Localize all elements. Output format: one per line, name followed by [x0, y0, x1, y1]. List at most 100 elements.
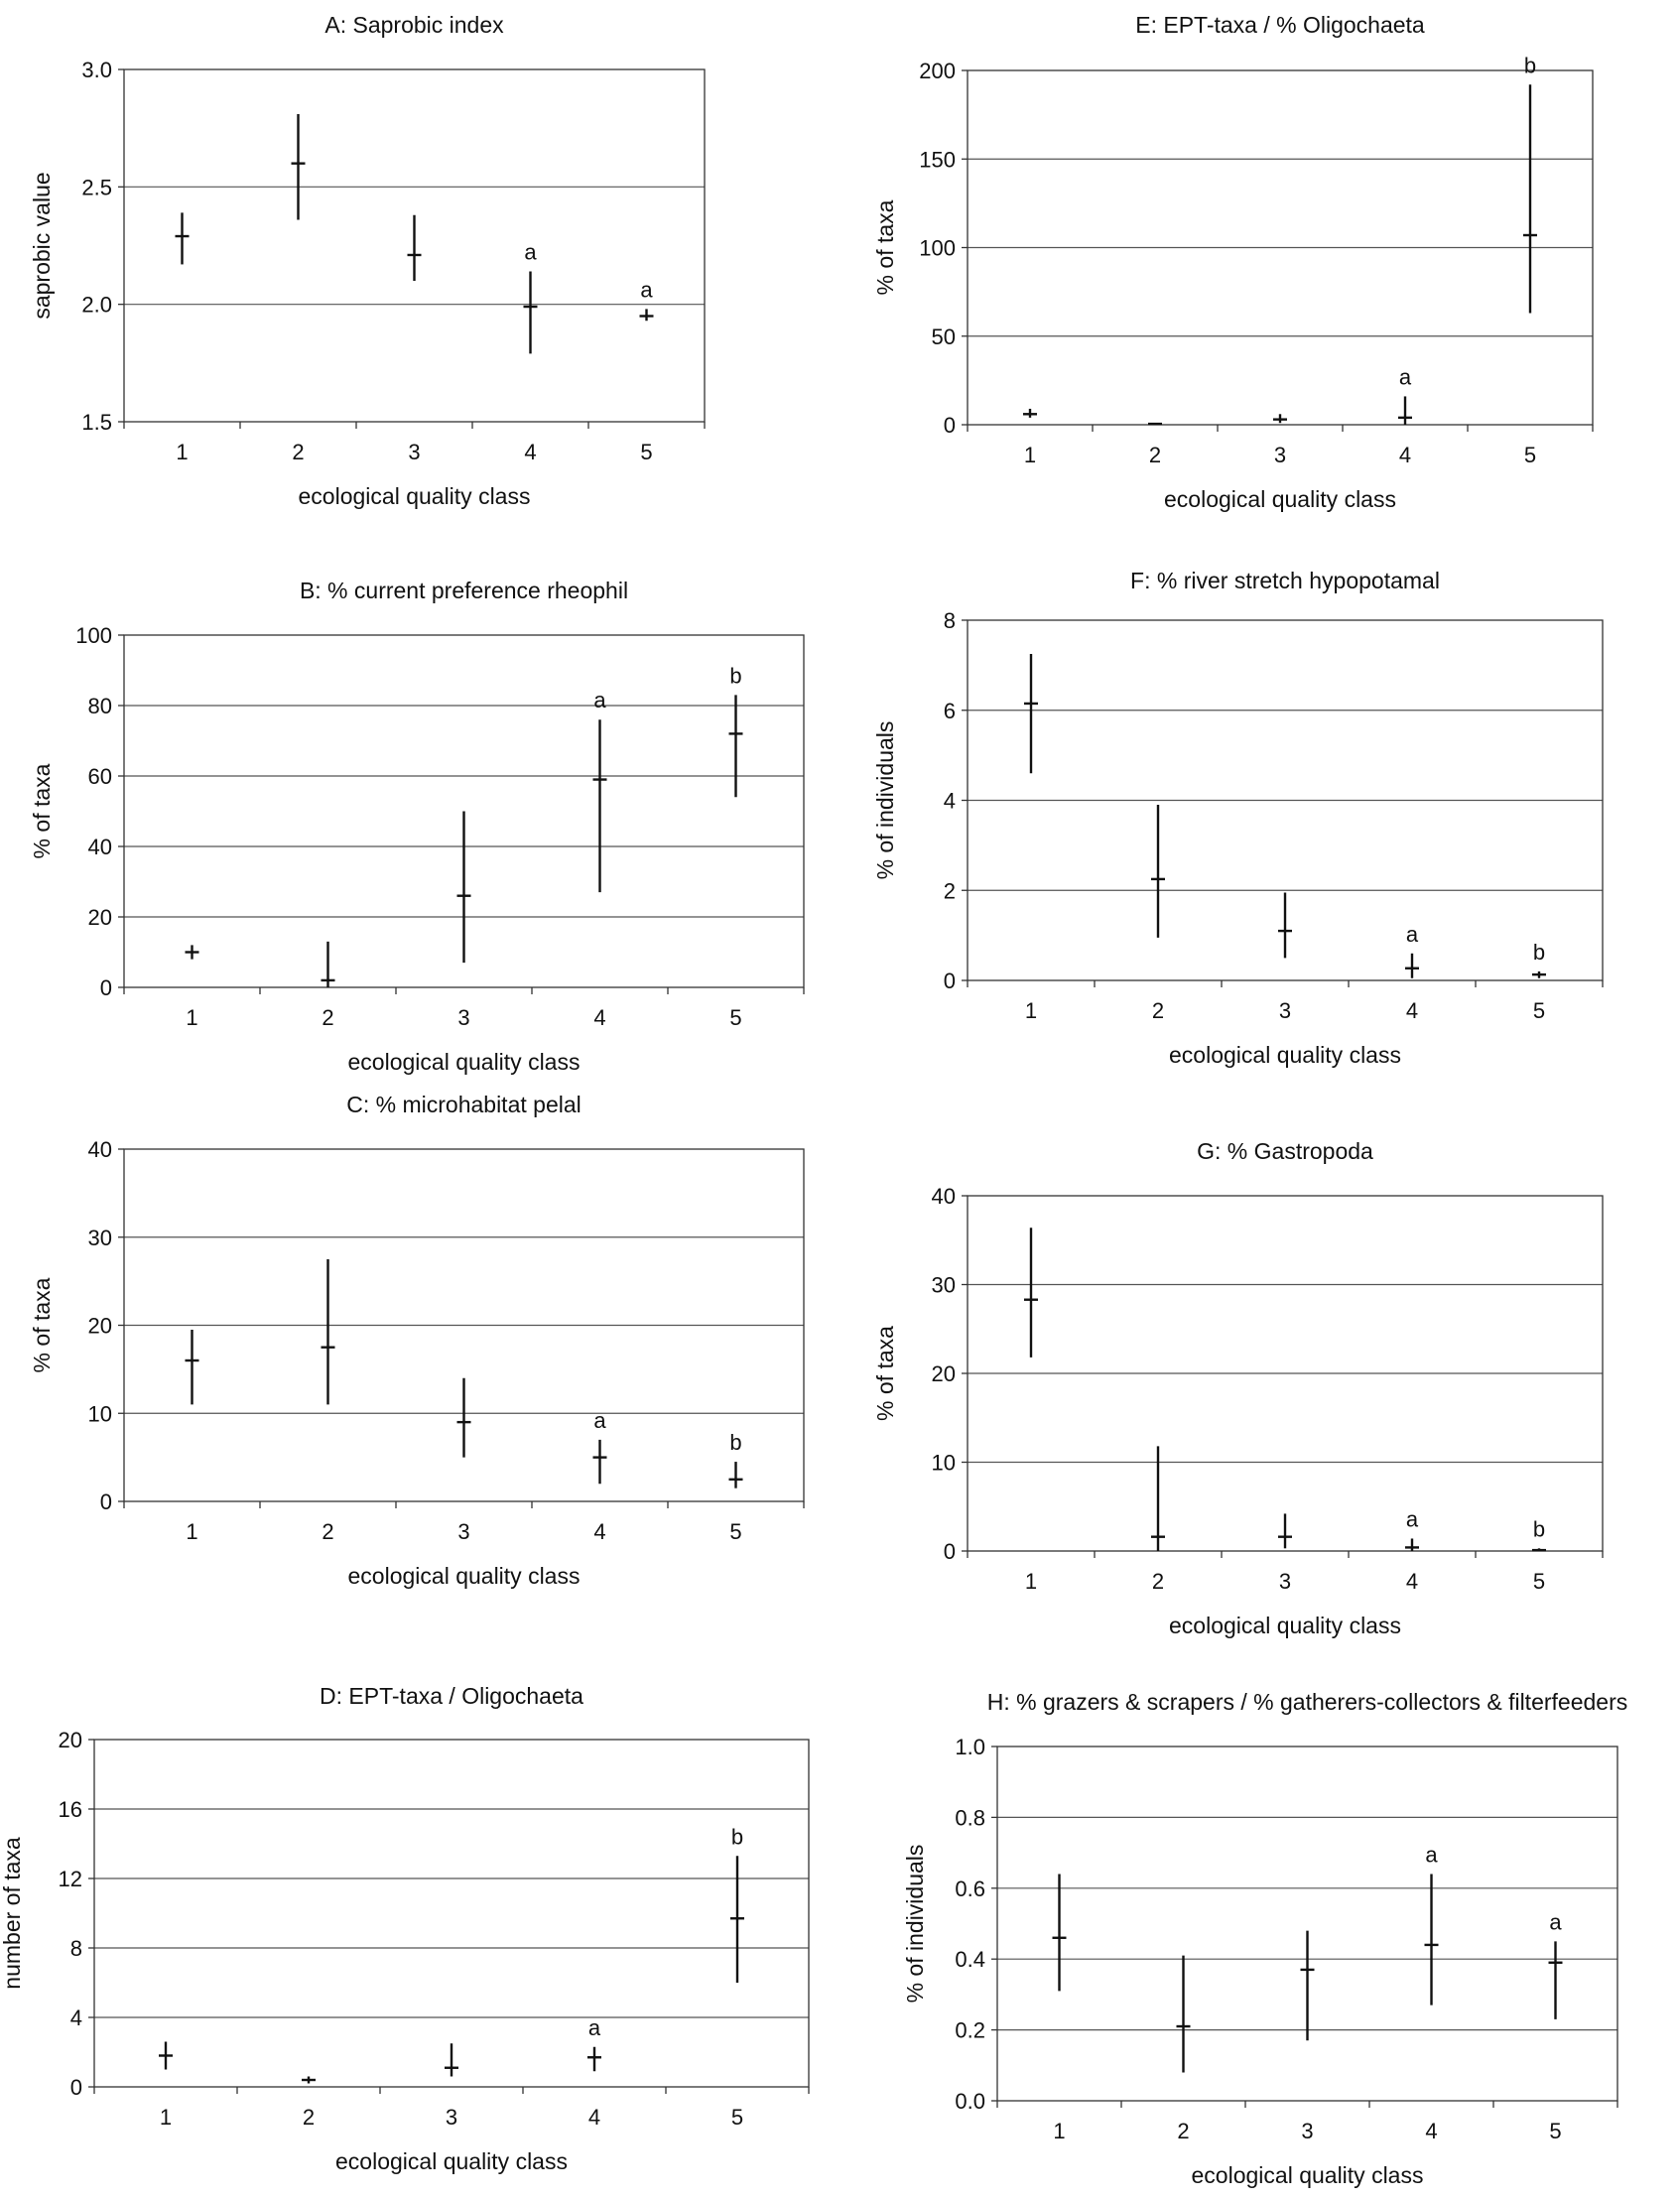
y-tick-label: 50 — [932, 324, 956, 349]
y-tick-label: 80 — [88, 694, 112, 718]
x-axis-label: ecological quality class — [348, 1049, 581, 1075]
chart-panel-a: A: Saprobic index 1.5 2.0 2.5 3.0 1 2 3 4 5 ecolog… — [29, 12, 706, 509]
x-axis-label: ecological quality class — [1192, 2162, 1424, 2188]
y-tick-label: 150 — [919, 147, 956, 172]
chart-panel-h: H: % grazers & scrapers / % gatherers-co… — [902, 1689, 1627, 2188]
y-tick-label: 16 — [59, 1797, 82, 1822]
x-axis-label: ecological quality class — [299, 483, 531, 509]
significance-label: b — [729, 663, 741, 688]
y-axis-label: % of taxa — [29, 763, 55, 858]
x-tick-label: 4 — [1425, 2119, 1437, 2143]
x-tick-label: 1 — [160, 2105, 172, 2130]
x-tick-label: 3 — [1279, 1569, 1291, 1594]
chart-panel-e: E: EPT-taxa / % Oligochaeta 0 50 100 150 200 1… — [872, 12, 1594, 512]
y-tick-label: 30 — [88, 1226, 112, 1250]
significance-label: a — [524, 240, 537, 265]
y-tick-label: 2.0 — [81, 293, 112, 318]
x-tick-label: 4 — [593, 1519, 605, 1544]
panel-title: E: EPT-taxa / % Oligochaeta — [1135, 12, 1425, 38]
plot-area — [93, 1739, 810, 2088]
y-tick-label: 100 — [75, 623, 112, 648]
y-tick-label: 0 — [944, 969, 956, 993]
x-tick-label: 3 — [1301, 2119, 1313, 2143]
y-tick-label: 4 — [944, 789, 956, 814]
significance-label: a — [1399, 364, 1412, 389]
panel-title: G: % Gastropoda — [1197, 1138, 1373, 1164]
y-tick-label: 10 — [932, 1451, 956, 1476]
plot-area — [996, 1746, 1618, 2102]
x-tick-label: 3 — [446, 2105, 457, 2130]
y-axis-label: saprobic value — [29, 172, 55, 319]
x-tick-label: 1 — [186, 1005, 197, 1030]
x-tick-label: 2 — [292, 440, 304, 464]
x-tick-label: 2 — [303, 2105, 315, 2130]
significance-label: a — [1425, 1843, 1438, 1868]
y-tick-label: 6 — [944, 699, 956, 723]
y-tick-label: 10 — [88, 1401, 112, 1426]
x-tick-label: 4 — [1399, 443, 1411, 467]
significance-label: a — [593, 1408, 606, 1433]
y-tick-label: 20 — [59, 1728, 82, 1752]
x-tick-label: 5 — [731, 2105, 743, 2130]
y-tick-label: 0.8 — [955, 1805, 985, 1830]
x-tick-label: 5 — [1549, 2119, 1561, 2143]
y-tick-label: 20 — [88, 905, 112, 930]
significance-label: a — [593, 688, 606, 712]
x-axis-label: ecological quality class — [1164, 486, 1396, 512]
significance-label: b — [731, 1824, 743, 1849]
y-tick-label: 0 — [944, 413, 956, 438]
significance-label: b — [1533, 940, 1545, 965]
x-tick-label: 2 — [1152, 998, 1164, 1023]
x-tick-label: 2 — [1177, 2119, 1189, 2143]
x-tick-label: 2 — [1152, 1569, 1164, 1594]
y-tick-label: 12 — [59, 1867, 82, 1891]
x-tick-label: 1 — [186, 1519, 197, 1544]
chart-panel-c: C: % microhabitat pelal 0 10 20 30 40 1 2 3 4 5 eco… — [29, 1092, 805, 1589]
x-tick-label: 3 — [457, 1005, 469, 1030]
x-tick-label: 5 — [729, 1005, 741, 1030]
x-tick-label: 1 — [1024, 443, 1036, 467]
significance-label: a — [1549, 1909, 1562, 1934]
x-tick-label: 1 — [1053, 2119, 1065, 2143]
x-tick-label: 4 — [588, 2105, 600, 2130]
significance-label: b — [729, 1430, 741, 1455]
x-axis-label: ecological quality class — [335, 2148, 568, 2174]
x-tick-label: 2 — [322, 1005, 333, 1030]
y-tick-label: 2.5 — [81, 175, 112, 199]
x-tick-label: 1 — [176, 440, 188, 464]
y-axis-label: % of individuals — [902, 1845, 928, 2004]
y-tick-label: 8 — [944, 608, 956, 633]
y-tick-label: 60 — [88, 764, 112, 789]
y-tick-label: 4 — [70, 2006, 82, 2030]
panel-title: F: % river stretch hypopotamal — [1130, 568, 1440, 593]
x-tick-label: 1 — [1025, 1569, 1037, 1594]
x-tick-label: 4 — [524, 440, 536, 464]
chart-panel-g: G: % Gastropoda 0 10 20 30 40 1 2 3 4 5 ecological … — [872, 1138, 1604, 1638]
x-tick-label: 4 — [1406, 1569, 1418, 1594]
y-tick-label: 0 — [100, 975, 112, 1000]
y-tick-label: 0 — [70, 2075, 82, 2100]
x-tick-label: 5 — [1524, 443, 1536, 467]
y-tick-label: 40 — [88, 835, 112, 859]
x-axis-label: ecological quality class — [1169, 1042, 1401, 1068]
chart-panel-f: F: % river stretch hypopotamal 0 2 4 6 8 1 2 3 4 5… — [872, 568, 1604, 1068]
x-axis-label: ecological quality class — [1169, 1613, 1401, 1638]
x-tick-label: 5 — [729, 1519, 741, 1544]
panel-title: C: % microhabitat pelal — [346, 1092, 582, 1117]
y-tick-label: 1.0 — [955, 1735, 985, 1759]
y-tick-label: 100 — [919, 236, 956, 261]
x-tick-label: 3 — [457, 1519, 469, 1544]
y-axis-label: number of taxa — [0, 1837, 25, 1990]
significance-label: a — [588, 2015, 601, 2040]
significance-label: a — [1406, 922, 1419, 947]
panel-title: A: Saprobic index — [324, 12, 504, 38]
significance-label: a — [640, 277, 653, 302]
y-axis-label: % of taxa — [872, 1326, 898, 1421]
y-tick-label: 0 — [100, 1489, 112, 1514]
x-tick-label: 5 — [1533, 1569, 1545, 1594]
x-tick-label: 4 — [1406, 998, 1418, 1023]
y-tick-label: 0.6 — [955, 1876, 985, 1901]
y-tick-label: 20 — [932, 1361, 956, 1386]
